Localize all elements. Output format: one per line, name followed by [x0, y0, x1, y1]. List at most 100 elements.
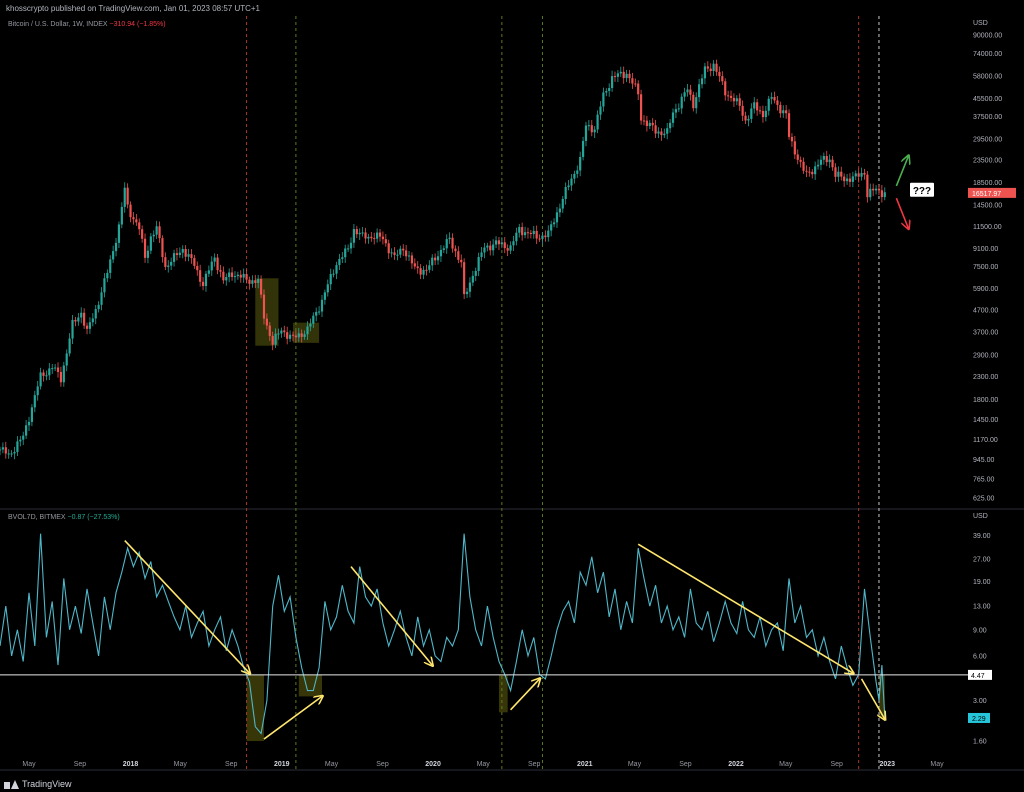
- candle-body: [613, 76, 617, 78]
- candle-body: [329, 274, 332, 285]
- vol-axis-tick-label: 27.00: [973, 557, 991, 564]
- vol-pane-title: BVOL7D, BITMEX −0.87 (−27.53%): [8, 514, 120, 521]
- bullish-arrow: [895, 156, 908, 187]
- candle-body: [294, 335, 297, 338]
- candle-body: [494, 240, 498, 245]
- candle-body: [727, 95, 730, 97]
- candle-body: [396, 254, 399, 256]
- price-pane-title: Bitcoin / U.S. Dollar, 1W, INDEX −310.94…: [8, 21, 166, 28]
- candle-body: [193, 258, 196, 266]
- time-axis-tick-label: Sep: [376, 761, 389, 768]
- candle-body: [222, 271, 225, 281]
- candle-body: [732, 97, 736, 102]
- candle-body: [776, 100, 779, 105]
- candle-body: [62, 365, 65, 383]
- candle-body: [796, 154, 799, 160]
- candle-body: [544, 235, 547, 238]
- candle-body: [483, 247, 486, 253]
- candle-body: [152, 234, 155, 237]
- bvol-series-line: [0, 533, 886, 735]
- candle-body: [373, 238, 376, 240]
- price-axis-tick-label: 7500.00: [973, 264, 998, 271]
- candle-body: [677, 108, 680, 110]
- candle-body: [518, 227, 521, 233]
- candle-body: [492, 244, 495, 251]
- candle-body: [297, 333, 300, 338]
- time-axis-tick-label: May: [22, 761, 36, 768]
- candle-body: [465, 291, 469, 295]
- candle-body: [36, 386, 39, 396]
- candle-body: [756, 102, 759, 111]
- candle-body: [497, 240, 501, 245]
- candle-body: [201, 281, 205, 287]
- candle-body: [88, 322, 92, 329]
- candle-body: [196, 265, 199, 271]
- candle-body: [338, 258, 341, 266]
- candle-body: [735, 98, 738, 102]
- candle-body: [785, 110, 788, 114]
- question-label-box: [910, 182, 934, 197]
- candle-body: [320, 299, 324, 312]
- trend-arrow: [350, 566, 432, 666]
- price-axis-tick-label: 945.00: [973, 457, 995, 464]
- candle-body: [326, 284, 329, 293]
- candle-body: [419, 268, 422, 275]
- candle-body: [335, 265, 338, 274]
- candle-body: [13, 451, 16, 454]
- candle-body: [410, 255, 414, 264]
- candle-body: [616, 73, 619, 77]
- candle-body: [387, 243, 390, 254]
- candle-body: [54, 367, 57, 369]
- candle-body: [698, 84, 701, 98]
- candle-body: [558, 208, 561, 213]
- candle-body: [22, 435, 25, 440]
- time-axis-tick-label: Sep: [830, 761, 843, 768]
- time-axis-tick-label: May: [779, 761, 793, 768]
- candle-body: [526, 232, 530, 234]
- candle-body: [355, 229, 358, 235]
- time-axis-tick-label: 2018: [123, 761, 139, 768]
- candle-body: [619, 71, 622, 74]
- candle-body: [631, 78, 634, 84]
- candle-body: [715, 63, 718, 72]
- candle-body: [317, 311, 321, 313]
- tradingview-footer[interactable]: TradingView: [4, 779, 72, 789]
- candle-body: [500, 242, 503, 245]
- candle-body: [819, 159, 823, 165]
- candle-body: [178, 252, 181, 255]
- candle-body: [172, 253, 176, 262]
- candle-body: [277, 333, 280, 335]
- candle-body: [405, 250, 408, 257]
- candle-body: [132, 217, 135, 220]
- candle-body: [828, 159, 831, 163]
- candle-body: [538, 238, 541, 240]
- candle-body: [164, 257, 167, 267]
- candle-body: [257, 279, 260, 283]
- vol-axis-tick-label: 3.00: [973, 698, 987, 705]
- candle-body: [639, 94, 643, 121]
- candle-body: [141, 229, 144, 239]
- candle-body: [712, 63, 715, 71]
- vol-level-box: [968, 669, 992, 680]
- time-axis-tick-label: 2023: [879, 761, 895, 768]
- candle-body: [802, 161, 805, 171]
- candle-body: [608, 88, 611, 92]
- candle-body: [190, 254, 193, 259]
- candle-body: [146, 250, 150, 258]
- candle-body: [738, 98, 741, 106]
- candle-body: [567, 185, 570, 188]
- candle-body: [506, 248, 509, 251]
- candle-body: [579, 156, 582, 171]
- candle-body: [825, 156, 828, 163]
- candle-body: [245, 273, 248, 280]
- candle-body: [378, 232, 382, 237]
- candle-body: [663, 133, 666, 136]
- candle-body: [48, 368, 51, 376]
- candle-body: [515, 232, 518, 242]
- price-axis-tick-label: 5900.00: [973, 286, 998, 293]
- last-price-box: [968, 187, 1016, 198]
- candle-body: [149, 236, 152, 251]
- candle-body: [135, 219, 138, 223]
- candle-body: [210, 261, 213, 271]
- candle-body: [1, 447, 5, 450]
